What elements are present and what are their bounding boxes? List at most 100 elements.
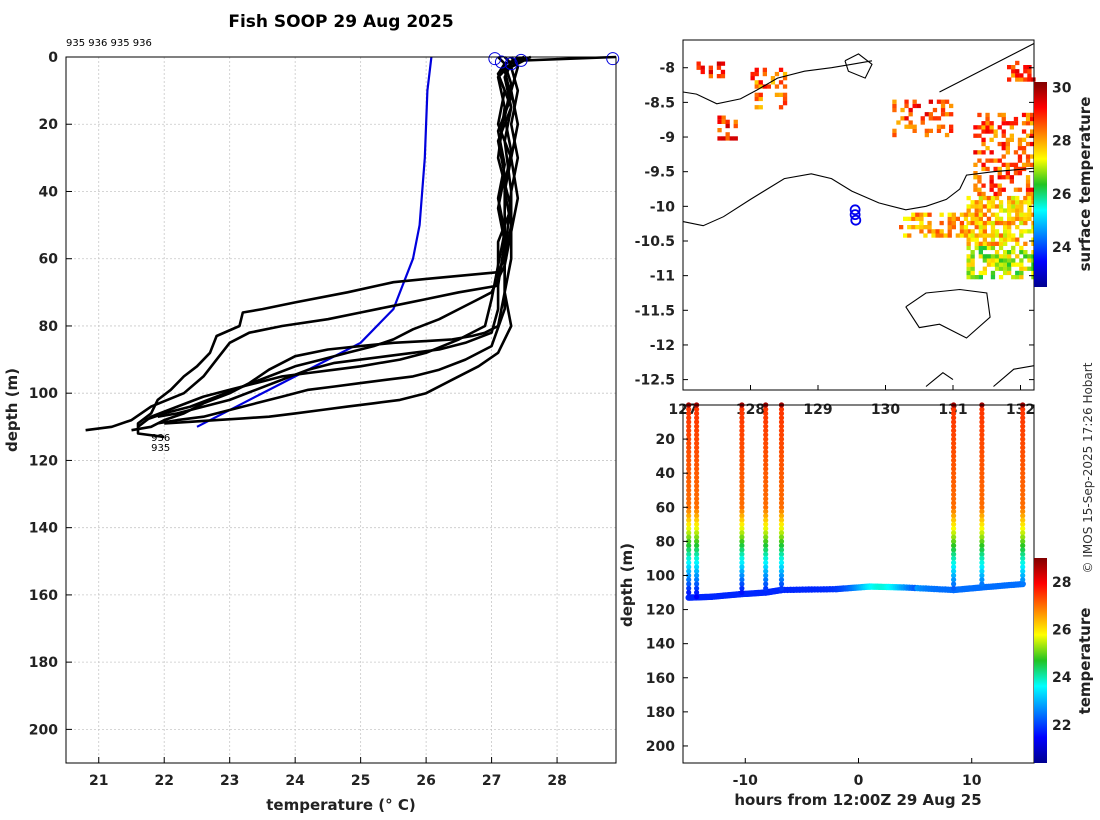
sst-colorbar-tick-label: 30	[1052, 80, 1072, 96]
sst-pixel	[1003, 237, 1008, 242]
coastline	[844, 53, 873, 79]
coastline	[939, 43, 1035, 93]
ts-y-tick-label: 140	[646, 637, 675, 653]
sst-pixel	[970, 204, 975, 209]
cast-point	[739, 449, 745, 455]
cast-point	[951, 534, 957, 540]
sst-pixel	[990, 258, 996, 263]
cast-point	[763, 534, 769, 540]
cast-point	[686, 513, 692, 519]
cast-point	[763, 547, 769, 553]
sst-pixel	[973, 162, 978, 167]
cast-point	[1020, 491, 1026, 498]
cast-point	[1020, 453, 1026, 459]
sst-pixel	[931, 229, 936, 234]
sst-pixel	[959, 212, 965, 217]
temp-colorbar	[1034, 558, 1047, 763]
cast-point	[778, 508, 785, 515]
cast-point	[979, 547, 985, 553]
sst-pixel	[720, 61, 726, 66]
cast-point	[778, 572, 785, 579]
cast-point	[951, 577, 957, 583]
sst-pixel	[963, 233, 969, 238]
sst-pixel	[998, 233, 1004, 238]
sst-pixel	[892, 128, 897, 133]
cast-point	[979, 428, 985, 434]
cast-point	[686, 445, 692, 451]
sst-pixel	[1003, 208, 1008, 213]
sst-pixel	[973, 187, 978, 192]
sst-pixel	[1019, 220, 1024, 226]
cast-point	[763, 530, 769, 536]
sst-pixel	[1011, 65, 1016, 70]
ts-y-tick-label: 40	[656, 466, 676, 482]
cast-point	[686, 526, 692, 532]
cast-point	[694, 555, 700, 562]
sst-pixel	[903, 216, 908, 221]
cast-point	[763, 555, 769, 562]
sst-pixel	[949, 128, 954, 133]
cast-point	[951, 513, 957, 519]
sst-pixel	[927, 220, 932, 226]
sst-pixel	[717, 115, 722, 120]
sst-pixel	[985, 112, 990, 118]
sst-pixel	[982, 229, 987, 234]
sst-pixel	[1003, 266, 1008, 271]
cast-point	[694, 406, 700, 412]
sst-pixel	[982, 245, 987, 251]
sst-pixel	[973, 175, 978, 180]
sst-pixel	[935, 229, 940, 234]
cast-point	[1020, 487, 1026, 493]
map-y-tick-label: -11	[650, 269, 675, 285]
sst-pixel	[720, 69, 726, 75]
sst-pixel	[993, 183, 998, 188]
cast-point	[686, 547, 692, 553]
sst-pixel	[1015, 200, 1020, 205]
cast-point	[686, 410, 692, 417]
sst-pixel	[989, 175, 994, 180]
cast-point	[778, 581, 785, 587]
sst-pixel	[990, 233, 996, 238]
sst-pixel	[750, 76, 755, 81]
sst-pixel	[997, 158, 1002, 163]
cast-point	[739, 500, 745, 506]
cast-point	[1020, 568, 1026, 574]
sst-pixel	[754, 67, 759, 72]
sst-pixel	[986, 216, 992, 221]
cast-point	[694, 462, 700, 468]
cast-point	[763, 436, 769, 442]
sst-pixel	[1001, 187, 1006, 192]
sst-pixel	[1007, 262, 1012, 267]
cast-point	[694, 547, 700, 553]
sst-pixel	[981, 141, 986, 147]
sst-pixel	[978, 195, 983, 201]
sst-pixel	[758, 96, 763, 102]
sst-pixel	[977, 150, 982, 155]
sst-pixel	[1025, 154, 1031, 159]
cast-point	[686, 457, 692, 463]
cast-point	[778, 555, 785, 562]
profile-line-profile-1	[136, 56, 513, 439]
sst-pixel	[911, 212, 916, 217]
sst-pixel	[985, 166, 990, 172]
sst-pixel	[998, 262, 1004, 267]
sst-pixel	[1019, 266, 1024, 271]
sst-pixel	[998, 220, 1004, 226]
cast-point	[694, 487, 700, 493]
sst-pixel	[717, 119, 722, 124]
sst-pixel	[696, 61, 701, 66]
cast-point	[694, 419, 700, 425]
cast-point	[1020, 572, 1026, 579]
sst-pixel	[1017, 154, 1023, 159]
cast-point	[739, 453, 745, 459]
sst-pixel	[990, 254, 996, 259]
sst-pixel	[955, 233, 960, 238]
cast-point	[951, 508, 957, 515]
cast-point	[694, 457, 700, 463]
sst-pixel	[754, 105, 759, 110]
cast-point	[951, 483, 957, 489]
sst-pixel	[966, 220, 971, 226]
sst-pixel	[919, 220, 924, 226]
cast-point	[1020, 483, 1026, 489]
sst-pixel	[1025, 116, 1031, 122]
